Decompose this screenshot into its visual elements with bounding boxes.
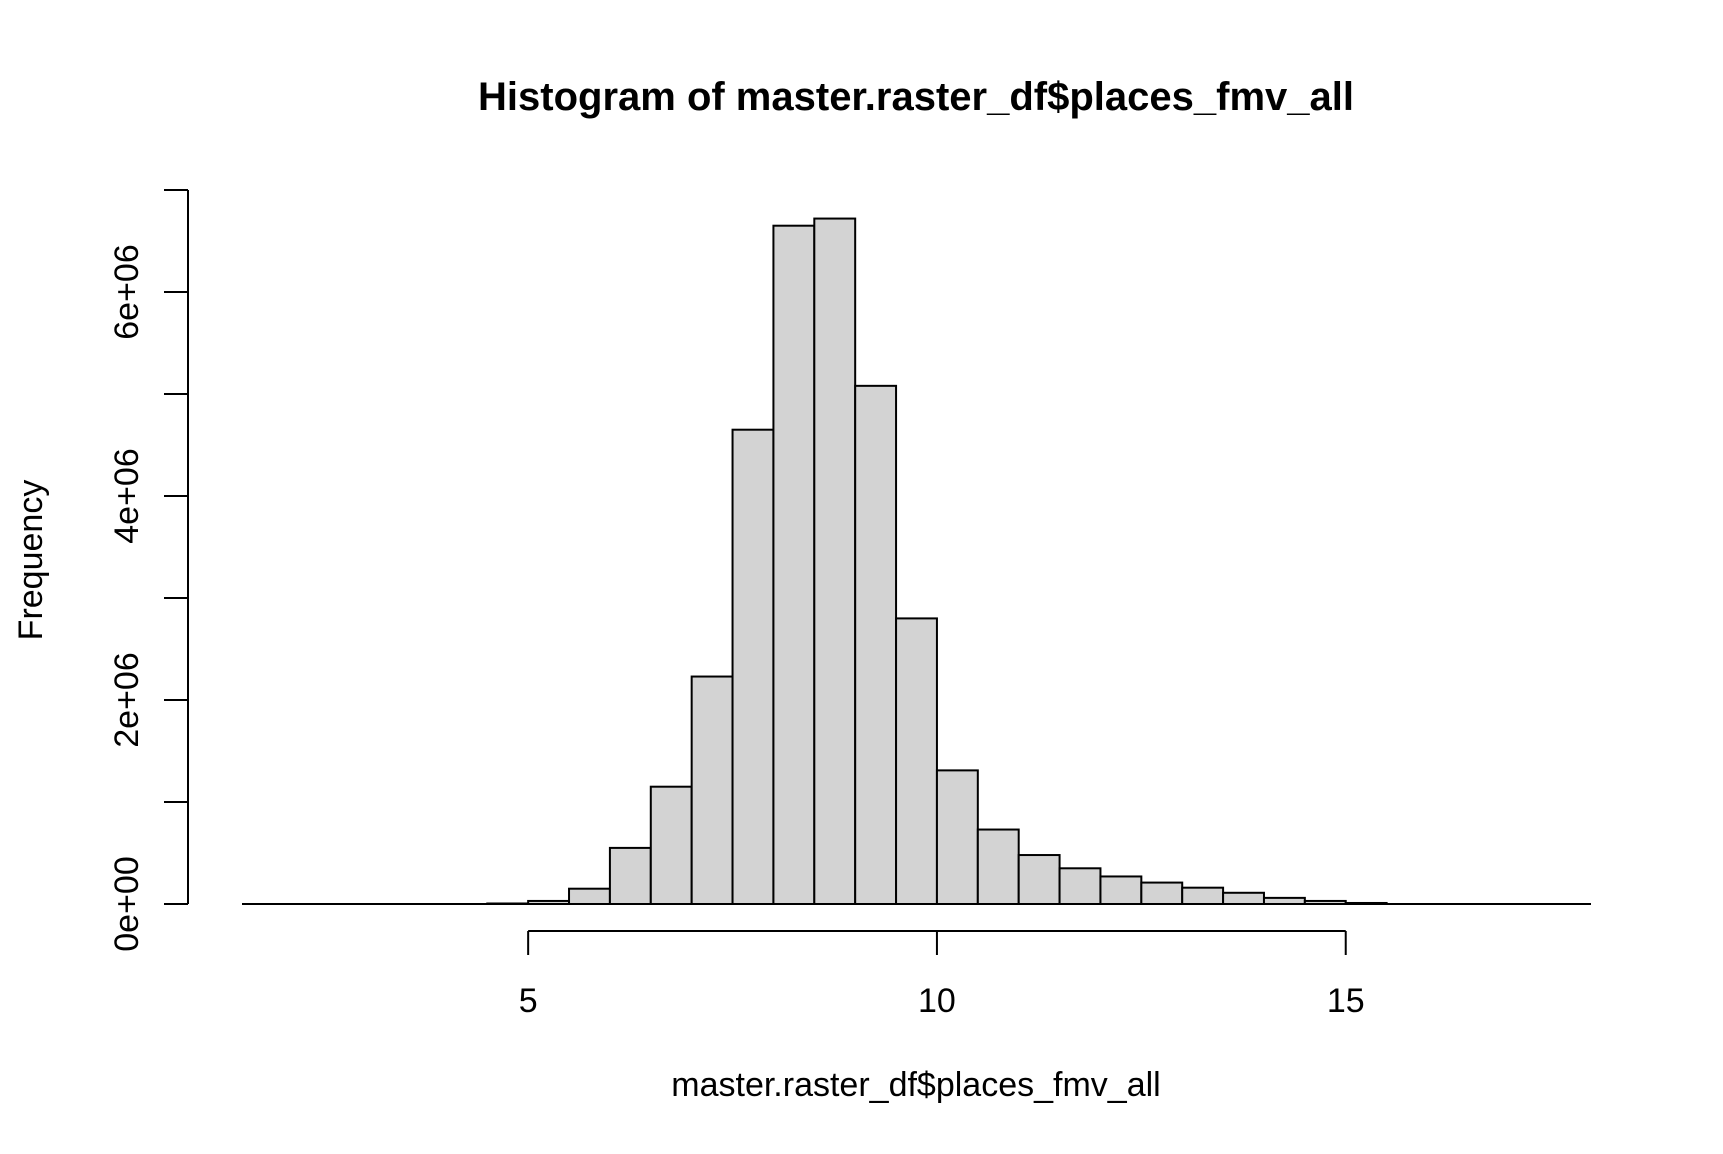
histogram-bar-8 <box>813 217 857 905</box>
y-tick-label: 4e+06 <box>108 448 146 544</box>
histogram-bar-4 <box>649 785 693 906</box>
y-tick-label: 2e+06 <box>108 652 146 748</box>
histogram-bar-17 <box>1181 886 1225 905</box>
y-axis-label: Frequency <box>12 480 50 641</box>
histogram-bar-3 <box>608 846 652 906</box>
histogram-bar-6 <box>731 428 775 905</box>
y-axis: 0e+00 2e+06 4e+06 6e+06 <box>108 189 189 952</box>
y-tick-label: 0e+00 <box>108 856 146 952</box>
y-tick-label: 6e+06 <box>108 244 146 340</box>
histogram-bar-16 <box>1140 881 1184 906</box>
x-tick-label: 5 <box>519 982 538 1020</box>
x-axis-label: master.raster_df$places_fmv_all <box>671 1066 1160 1104</box>
histogram-bar-18 <box>1222 891 1265 906</box>
histogram-bar-11 <box>935 769 979 905</box>
x-tick-label: 10 <box>918 982 956 1020</box>
histogram-bar-12 <box>976 828 1020 905</box>
histogram-bar-5 <box>690 675 734 905</box>
histogram-bar-9 <box>854 384 898 905</box>
histogram-bar-2 <box>568 887 611 906</box>
x-tick-label: 15 <box>1327 982 1365 1020</box>
x-axis: 5 10 15 <box>519 930 1365 1020</box>
histogram-bar-7 <box>772 224 816 905</box>
histogram-bar-10 <box>895 617 938 906</box>
histogram-bar-15 <box>1099 875 1143 906</box>
histogram-bars <box>486 217 1388 906</box>
chart-title: Histogram of master.raster_df$places_fmv… <box>478 75 1354 119</box>
histogram-bar-14 <box>1058 867 1102 905</box>
histogram-bar-13 <box>1017 854 1061 905</box>
